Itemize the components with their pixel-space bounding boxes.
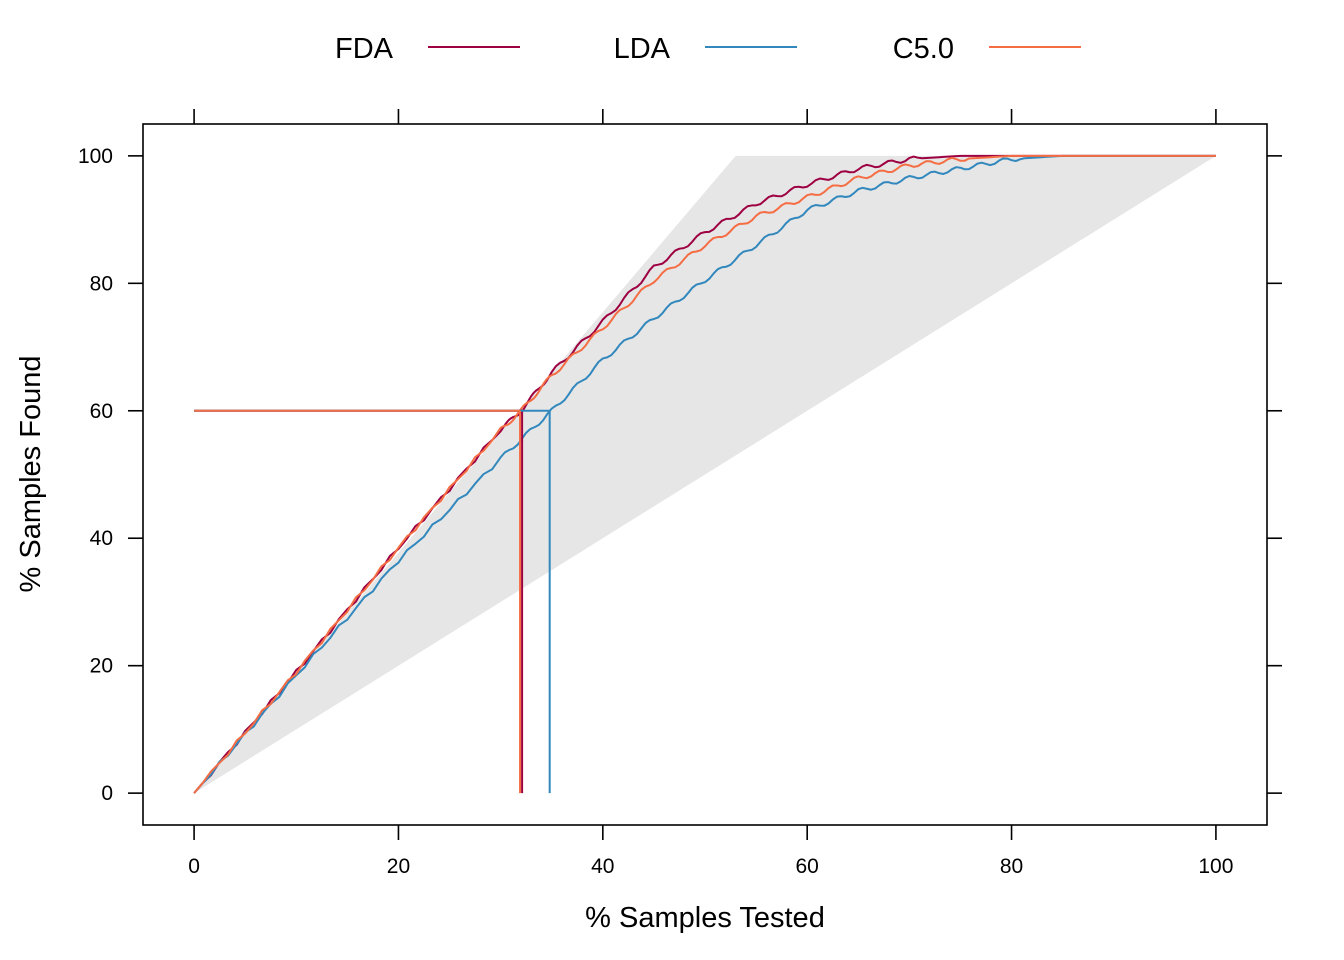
x-tick-label: 0 — [188, 855, 200, 878]
legend-label-lda: LDA — [614, 33, 671, 65]
y-tick-label: 20 — [90, 655, 113, 678]
series-line-c50 — [193, 154, 1216, 794]
plot-frame — [142, 123, 1268, 826]
x-axis-title: % Samples Tested — [585, 902, 825, 934]
x-tick-label: 20 — [387, 855, 410, 878]
y-axis-title: % Samples Found — [15, 356, 47, 593]
y-tick-label: 0 — [101, 782, 113, 805]
y-tick-label: 40 — [90, 527, 113, 550]
x-axis: 0 20 40 60 80 100 — [188, 109, 1233, 878]
x-tick-label: 100 — [1198, 855, 1233, 878]
series-line-lda — [193, 154, 1216, 794]
legend-label-c50: C5.0 — [893, 33, 954, 65]
plot-region — [193, 154, 1216, 794]
y-tick-label: 100 — [78, 145, 113, 168]
y-axis: 0 20 40 60 80 100 — [78, 145, 1282, 805]
x-tick-label: 60 — [796, 855, 819, 878]
y-tick-label: 60 — [90, 400, 113, 423]
legend-label-fda: FDA — [335, 33, 394, 65]
y-tick-label: 80 — [90, 272, 113, 295]
legend: FDA LDA C5.0 — [335, 33, 1081, 65]
series-line-fda — [193, 154, 1216, 794]
reference-region — [194, 155, 1216, 794]
x-tick-label: 80 — [1000, 855, 1023, 878]
x-tick-label: 40 — [591, 855, 614, 878]
